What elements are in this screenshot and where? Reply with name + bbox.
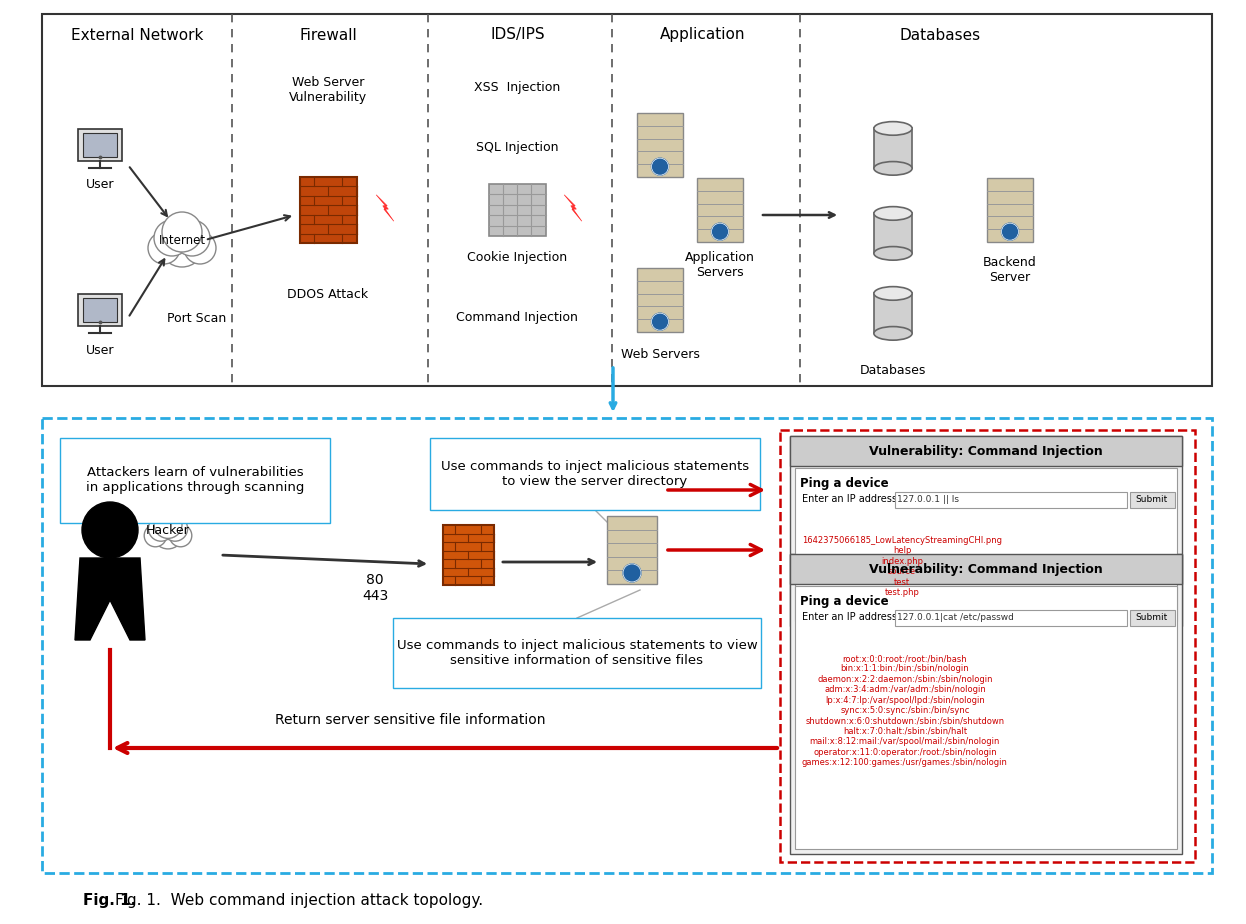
Circle shape <box>184 232 216 264</box>
Text: Fig. 1.  Web command injection attack topology.: Fig. 1. Web command injection attack top… <box>115 893 483 907</box>
Circle shape <box>174 220 211 256</box>
Text: 1642375066185_LowLatencyStreamingCHI.png
help
index.php
source
test
test.php: 1642375066185_LowLatencyStreamingCHI.png… <box>802 536 1002 597</box>
FancyBboxPatch shape <box>299 176 356 243</box>
Text: Enter an IP address:: Enter an IP address: <box>802 494 901 504</box>
Text: User: User <box>86 178 115 191</box>
FancyBboxPatch shape <box>488 184 546 237</box>
FancyBboxPatch shape <box>987 178 1033 242</box>
FancyBboxPatch shape <box>790 436 1182 626</box>
FancyBboxPatch shape <box>873 213 912 253</box>
Circle shape <box>148 516 173 541</box>
Text: 127.0.0.1 || ls: 127.0.0.1 || ls <box>897 495 959 505</box>
FancyBboxPatch shape <box>697 178 744 242</box>
FancyBboxPatch shape <box>83 298 117 322</box>
FancyBboxPatch shape <box>795 586 1177 849</box>
Text: Port Scan: Port Scan <box>167 311 227 324</box>
FancyBboxPatch shape <box>790 554 1182 584</box>
FancyBboxPatch shape <box>607 517 657 584</box>
Circle shape <box>652 313 669 330</box>
Text: Databases: Databases <box>860 363 926 376</box>
Circle shape <box>162 212 202 252</box>
FancyBboxPatch shape <box>790 554 1182 854</box>
FancyBboxPatch shape <box>895 492 1126 508</box>
Text: Hacker: Hacker <box>146 524 189 537</box>
Text: SQL Injection: SQL Injection <box>476 141 558 154</box>
FancyBboxPatch shape <box>42 14 1212 386</box>
Text: Firewall: Firewall <box>299 28 356 43</box>
FancyBboxPatch shape <box>637 113 683 176</box>
Text: Backend
Server: Backend Server <box>983 256 1037 284</box>
FancyBboxPatch shape <box>78 129 122 161</box>
Text: Enter an IP address:: Enter an IP address: <box>802 612 901 622</box>
FancyBboxPatch shape <box>790 436 1182 466</box>
Text: Command Injection: Command Injection <box>456 311 578 324</box>
FancyBboxPatch shape <box>42 418 1212 873</box>
Polygon shape <box>376 195 394 221</box>
Ellipse shape <box>873 286 912 300</box>
Circle shape <box>711 224 729 240</box>
Text: User: User <box>86 344 115 357</box>
Text: Ping a device: Ping a device <box>800 594 888 607</box>
Text: Internet: Internet <box>158 234 206 247</box>
Text: Fig. 1.: Fig. 1. <box>83 893 136 907</box>
Ellipse shape <box>873 122 912 135</box>
Text: Vulnerability: Command Injection: Vulnerability: Command Injection <box>870 444 1103 457</box>
FancyBboxPatch shape <box>392 618 761 688</box>
Text: root:x:0:0:root:/root:/bin/bash
bin:x:1:1:bin:/bin:/sbin/nologin
daemon:x:2:2:da: root:x:0:0:root:/root:/bin/bash bin:x:1:… <box>802 654 1008 767</box>
Text: 80
443: 80 443 <box>361 573 388 603</box>
FancyBboxPatch shape <box>78 294 122 326</box>
FancyBboxPatch shape <box>442 525 493 585</box>
Circle shape <box>145 525 167 547</box>
Text: External Network: External Network <box>71 28 203 43</box>
Polygon shape <box>564 195 582 221</box>
FancyBboxPatch shape <box>795 468 1177 621</box>
FancyBboxPatch shape <box>1130 610 1175 626</box>
Text: Application: Application <box>660 28 746 43</box>
Circle shape <box>652 158 669 176</box>
FancyBboxPatch shape <box>83 133 117 157</box>
Text: Databases: Databases <box>900 28 981 43</box>
Circle shape <box>148 232 179 264</box>
Text: Vulnerability: Command Injection: Vulnerability: Command Injection <box>870 563 1103 576</box>
Text: Submit: Submit <box>1136 614 1169 623</box>
Circle shape <box>155 510 182 539</box>
Circle shape <box>159 223 204 267</box>
FancyBboxPatch shape <box>1130 492 1175 508</box>
Text: Ping a device: Ping a device <box>800 477 888 490</box>
Text: XSS  Injection: XSS Injection <box>473 81 561 94</box>
Circle shape <box>169 525 192 547</box>
Text: Use commands to inject malicious statements
to view the server directory: Use commands to inject malicious stateme… <box>441 460 749 488</box>
Circle shape <box>623 564 640 582</box>
Text: Web Servers: Web Servers <box>621 348 699 361</box>
Text: Return server sensitive file information: Return server sensitive file information <box>275 713 546 727</box>
Text: Attackers learn of vulnerabilities
in applications through scanning: Attackers learn of vulnerabilities in ap… <box>86 466 304 494</box>
Ellipse shape <box>873 326 912 340</box>
Text: Use commands to inject malicious statements to view
sensitive information of sen: Use commands to inject malicious stateme… <box>396 639 758 667</box>
FancyBboxPatch shape <box>60 438 330 523</box>
Text: Web Server
Vulnerability: Web Server Vulnerability <box>289 76 368 104</box>
Text: Application
Servers: Application Servers <box>685 251 755 279</box>
Circle shape <box>155 220 189 256</box>
FancyBboxPatch shape <box>873 294 912 334</box>
Text: IDS/IPS: IDS/IPS <box>491 28 546 43</box>
Polygon shape <box>75 558 145 640</box>
Ellipse shape <box>873 247 912 261</box>
FancyBboxPatch shape <box>780 430 1195 862</box>
Text: Cookie Injection: Cookie Injection <box>467 251 567 264</box>
FancyBboxPatch shape <box>637 268 683 332</box>
Ellipse shape <box>873 207 912 220</box>
Text: DDOS Attack: DDOS Attack <box>288 288 369 301</box>
Text: 127.0.0.1|cat /etc/passwd: 127.0.0.1|cat /etc/passwd <box>897 614 1014 623</box>
FancyBboxPatch shape <box>895 610 1126 626</box>
Circle shape <box>162 516 188 541</box>
Circle shape <box>1002 224 1018 240</box>
FancyBboxPatch shape <box>873 128 912 168</box>
FancyBboxPatch shape <box>430 438 760 510</box>
Ellipse shape <box>873 162 912 176</box>
Text: Submit: Submit <box>1136 495 1169 505</box>
Circle shape <box>152 518 183 549</box>
Circle shape <box>82 502 138 558</box>
